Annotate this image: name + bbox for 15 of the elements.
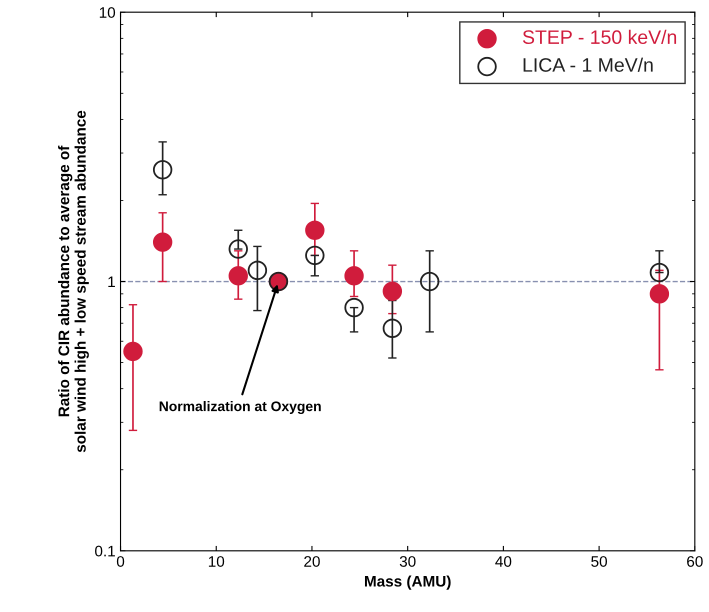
x-tick-label: 10 [208,556,224,567]
x-axis-title: Mass (AMU) [364,575,451,590]
legend-label: STEP - 150 keV/n [522,30,676,44]
y-axis-title: Ratio of CIR abundance to average of solar wind high + low speed stream abundance [58,110,89,452]
x-tick-label: 40 [495,556,512,567]
y-tick-label: 10 [100,7,116,18]
x-tick-label: 0 [116,556,124,567]
x-tick-label: 20 [304,556,320,567]
y-tick-label: 1 [108,276,115,288]
y-tick-label: 0.1 [95,546,115,556]
x-tick-label: 60 [687,556,703,567]
x-tick-label: 30 [400,556,416,567]
legend-label: LICA - 1 MeV/n [524,58,653,72]
annotation: Normalization at Oxygen [160,401,321,414]
x-tick-label: 50 [591,556,608,567]
